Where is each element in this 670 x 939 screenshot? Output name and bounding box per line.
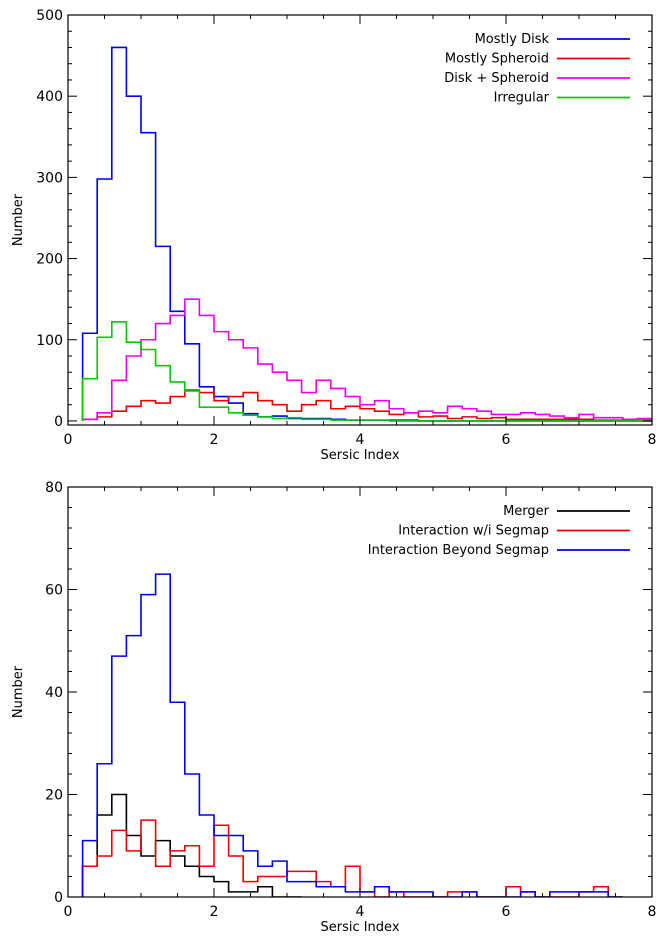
series-interaction-beyond-segmap — [81, 573, 623, 897]
y-axis-title: Number — [11, 193, 26, 246]
legend-label: Irregular — [494, 91, 550, 106]
y-tick-label: 60 — [45, 583, 63, 599]
y-axis: 0 100 200 300 400 500 — [36, 8, 652, 430]
y-tick-label: 300 — [36, 170, 63, 186]
y-tick-label: 80 — [45, 480, 63, 496]
x-tick-label: 6 — [502, 432, 511, 448]
x-axis: 0 2 4 6 8 — [64, 15, 657, 448]
y-tick-label: 200 — [36, 252, 63, 268]
series-merger — [81, 793, 302, 897]
series-group — [81, 573, 623, 897]
series-mostly-spheroid — [81, 389, 652, 421]
series-group — [81, 46, 652, 422]
x-tick-label: 8 — [648, 904, 657, 920]
x-axis-title: Sersic Index — [320, 920, 399, 935]
chart-panel-2: 0 2 4 6 8 Sersic Index 0 20 40 60 80 Number Merger In… — [11, 480, 656, 935]
legend-label: Merger — [503, 504, 550, 519]
y-tick-label: 20 — [45, 788, 63, 804]
series-disk-spheroid — [81, 298, 652, 421]
y-tick-label: 500 — [36, 8, 63, 24]
x-axis: 0 2 4 6 8 — [64, 487, 657, 920]
x-tick-label: 4 — [356, 904, 365, 920]
legend-label: Disk + Spheroid — [444, 71, 549, 86]
y-tick-label: 40 — [45, 685, 63, 701]
x-tick-label: 2 — [210, 432, 219, 448]
y-tick-label: 400 — [36, 89, 63, 105]
chart-panel-1: 0 2 4 6 8 Sersic Index 0 100 200 300 400 500 Number M… — [11, 8, 656, 463]
series-mostly-disk — [81, 46, 652, 422]
y-tick-label: 100 — [36, 333, 63, 349]
legend: Mostly Disk Mostly Spheroid Disk + Spheroi… — [444, 32, 630, 106]
y-axis: 0 20 40 60 80 — [45, 480, 652, 906]
series-irregular — [81, 321, 652, 422]
x-tick-label: 2 — [210, 904, 219, 920]
y-tick-label: 0 — [54, 890, 63, 906]
x-axis-title: Sersic Index — [320, 448, 399, 463]
legend-label: Interaction w/i Segmap — [398, 524, 549, 539]
x-tick-label: 4 — [356, 432, 365, 448]
legend-label: Mostly Disk — [475, 32, 550, 47]
y-axis-title: Number — [11, 665, 26, 718]
x-tick-label: 0 — [64, 904, 73, 920]
y-tick-label: 0 — [54, 414, 63, 430]
x-tick-label: 0 — [64, 432, 73, 448]
x-tick-label: 6 — [502, 904, 511, 920]
legend-label: Mostly Spheroid — [445, 52, 549, 67]
legend-label: Interaction Beyond Segmap — [368, 543, 549, 558]
x-tick-label: 8 — [648, 432, 657, 448]
series-interaction-w-i-segmap — [81, 819, 623, 897]
legend: Merger Interaction w/i Segmap Interaction … — [368, 504, 630, 558]
